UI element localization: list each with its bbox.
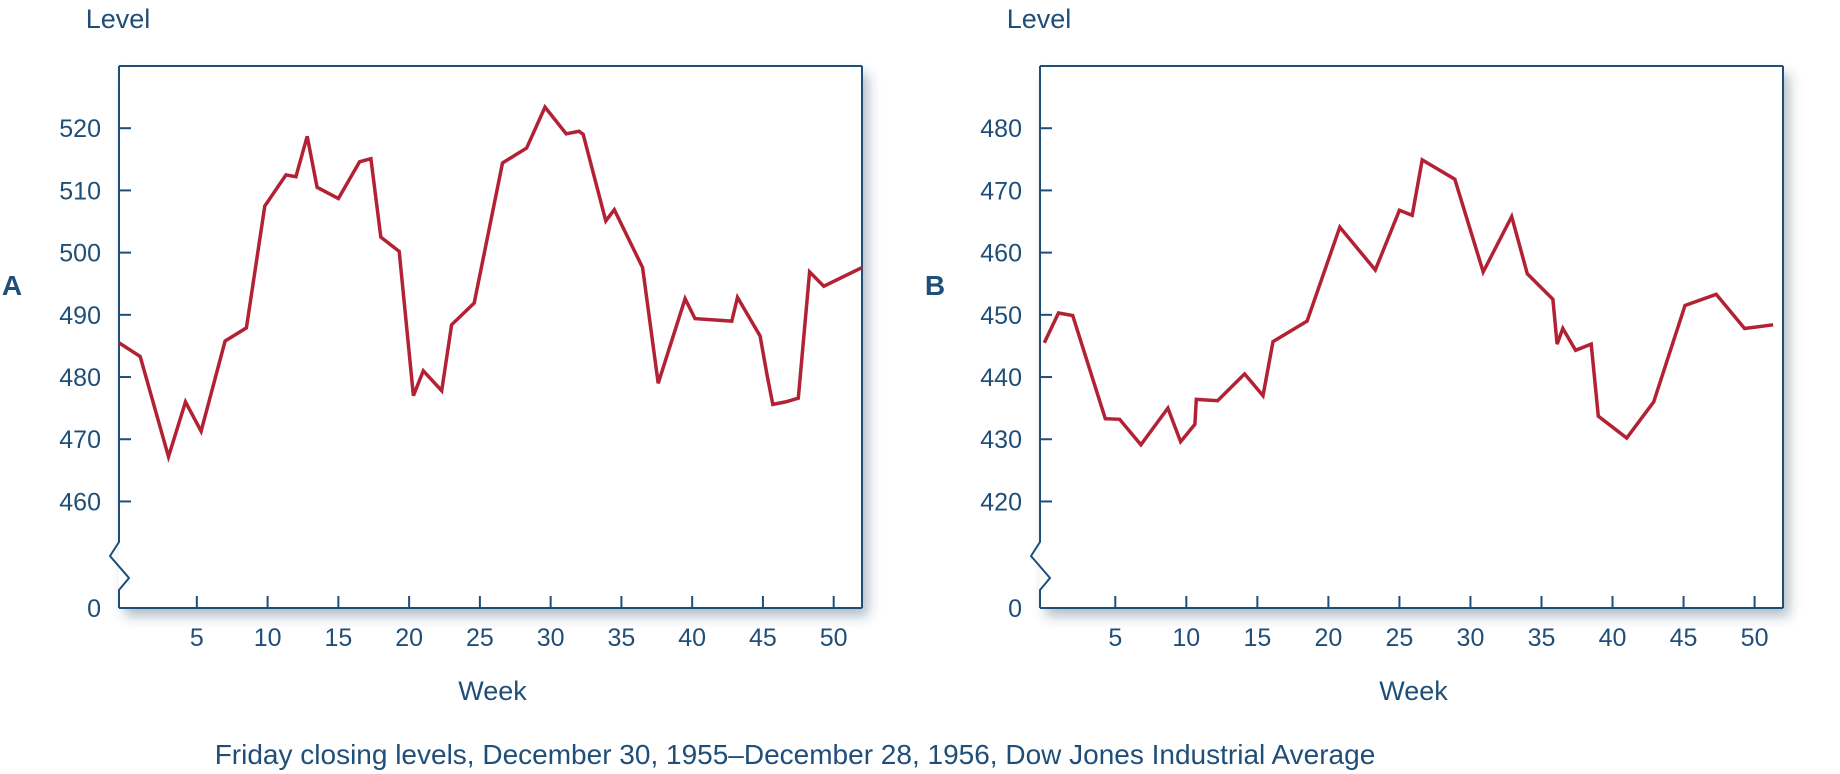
x-tick-label: 15 [324, 624, 352, 652]
series-line [118, 103, 863, 463]
y-tick-label: 520 [59, 115, 101, 143]
series-line [1042, 157, 1774, 448]
x-tick-label: 45 [749, 624, 777, 652]
x-tick-label: 35 [1528, 624, 1556, 652]
x-tick-label: 30 [1457, 624, 1485, 652]
x-tick-label: 15 [1243, 624, 1271, 652]
y-tick-label: 480 [59, 364, 101, 392]
y-tick-label: 420 [980, 488, 1022, 516]
y-break-label: 0 [1008, 595, 1022, 623]
y-tick-label: 460 [59, 488, 101, 516]
x-tick-label: 5 [190, 624, 204, 652]
y-tick-label: 470 [980, 177, 1022, 205]
x-tick-label: 25 [1386, 624, 1414, 652]
x-tick-label: 50 [820, 624, 848, 652]
x-tick-label: 35 [608, 624, 636, 652]
x-tick-label: 5 [1108, 624, 1122, 652]
plot-area [1040, 66, 1783, 608]
y-tick-label: 430 [980, 426, 1022, 454]
chart-panel-b: 420 430 440 450 460 470 480 0 5 10 15 20 25 30 35 40 45 5… [925, 4, 1784, 706]
y-tick-label: 450 [980, 302, 1022, 330]
x-tick-label: 45 [1670, 624, 1698, 652]
x-tick-label: 40 [1599, 624, 1627, 652]
x-tick-label: 20 [1314, 624, 1342, 652]
y-break-label: 0 [87, 595, 101, 623]
y-axis-with-break [108, 66, 131, 608]
y-tick-label: 510 [59, 177, 101, 205]
x-tick-label: 25 [466, 624, 494, 652]
x-tick-label: 10 [254, 624, 282, 652]
panel-label: A [2, 270, 22, 301]
y-axis-title: Level [86, 4, 151, 34]
x-axis-title: Week [1379, 676, 1448, 706]
y-axis-with-break [1029, 66, 1052, 608]
figure-caption: Friday closing levels, December 30, 1955… [215, 739, 1376, 770]
y-tick-label: 490 [59, 302, 101, 330]
x-tick-label: 50 [1741, 624, 1769, 652]
y-tick-label: 470 [59, 426, 101, 454]
y-tick-label: 500 [59, 240, 101, 268]
y-tick-label: 460 [980, 240, 1022, 268]
plot-area [119, 66, 862, 608]
y-tick-label: 480 [980, 115, 1022, 143]
panel-label: B [925, 270, 945, 301]
y-axis-title: Level [1007, 4, 1072, 34]
x-tick-label: 30 [537, 624, 565, 652]
y-tick-label: 440 [980, 364, 1022, 392]
x-tick-label: 20 [395, 624, 423, 652]
x-tick-label: 40 [678, 624, 706, 652]
x-axis-title: Week [458, 676, 527, 706]
x-tick-label: 10 [1172, 624, 1200, 652]
